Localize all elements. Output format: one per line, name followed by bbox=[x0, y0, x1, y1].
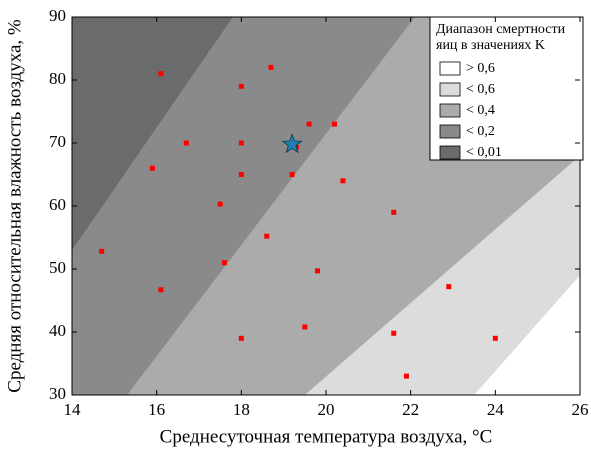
contour-region bbox=[72, 17, 233, 251]
data-point bbox=[289, 172, 295, 177]
x-tick-label: 24 bbox=[487, 400, 505, 419]
y-axis-title: Средняя относительная влажность воздуха,… bbox=[4, 19, 25, 393]
data-point bbox=[238, 335, 244, 341]
data-point bbox=[99, 248, 105, 254]
data-point bbox=[391, 209, 397, 215]
data-point bbox=[238, 172, 244, 177]
y-tick-label: 70 bbox=[49, 132, 66, 151]
legend-label: < 0,01 bbox=[466, 145, 502, 160]
data-point bbox=[446, 284, 452, 290]
legend-swatch bbox=[439, 145, 461, 160]
y-tick-label: 60 bbox=[49, 195, 66, 214]
legend-swatch bbox=[439, 61, 461, 76]
data-point bbox=[403, 373, 409, 379]
y-tick-label: 40 bbox=[49, 321, 66, 340]
data-point bbox=[183, 140, 189, 146]
x-tick-label: 14 bbox=[64, 400, 82, 419]
star-marker bbox=[281, 133, 303, 154]
data-point bbox=[331, 121, 337, 127]
data-point bbox=[238, 83, 244, 89]
legend: Диапазон смертности яиц в значениях K > … bbox=[429, 16, 584, 161]
legend-swatch bbox=[439, 124, 461, 139]
data-point bbox=[158, 287, 164, 293]
y-tick-label: 80 bbox=[49, 69, 66, 88]
x-tick-label: 18 bbox=[233, 400, 250, 419]
data-point bbox=[158, 71, 164, 77]
data-point bbox=[221, 260, 227, 266]
legend-swatch bbox=[439, 103, 461, 118]
data-point bbox=[492, 335, 498, 341]
data-point bbox=[340, 178, 346, 184]
x-axis-title: Среднесуточная температура воздуха, °C bbox=[160, 426, 493, 447]
legend-label: > 0,6 bbox=[466, 61, 495, 76]
data-point bbox=[149, 165, 155, 171]
data-point bbox=[264, 233, 270, 239]
data-point bbox=[315, 268, 321, 274]
x-tick-label: 16 bbox=[148, 400, 165, 419]
legend-label: < 0,2 bbox=[466, 124, 495, 139]
y-tick-label: 50 bbox=[49, 258, 66, 277]
data-point bbox=[391, 330, 397, 336]
legend-swatch bbox=[439, 82, 461, 97]
x-tick-label: 20 bbox=[318, 400, 335, 419]
data-point bbox=[238, 140, 244, 146]
legend-title: Диапазон смертности bbox=[436, 22, 566, 37]
y-tick-label: 90 bbox=[49, 6, 66, 25]
x-tick-label: 26 bbox=[572, 400, 589, 419]
legend-title: яиц в значениях K bbox=[436, 38, 545, 53]
legend-label: < 0,6 bbox=[466, 82, 495, 97]
data-point bbox=[217, 201, 223, 207]
data-point bbox=[302, 324, 308, 330]
y-tick-label: 30 bbox=[49, 384, 66, 403]
data-point bbox=[268, 64, 274, 70]
legend-label: < 0,4 bbox=[466, 103, 495, 118]
x-tick-label: 22 bbox=[402, 400, 419, 419]
data-point bbox=[306, 121, 312, 127]
